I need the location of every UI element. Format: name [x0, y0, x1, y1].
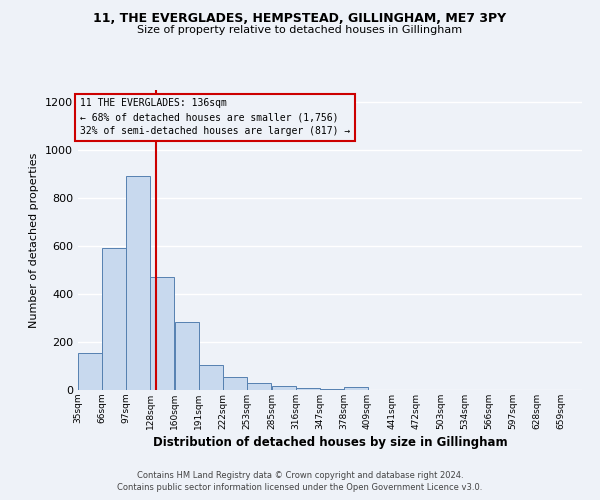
Bar [247, 384, 271, 390]
Bar [150, 277, 174, 390]
Bar [272, 386, 296, 390]
Y-axis label: Number of detached properties: Number of detached properties [29, 152, 40, 328]
Text: Contains public sector information licensed under the Open Government Licence v3: Contains public sector information licen… [118, 484, 482, 492]
Bar [199, 365, 223, 390]
Bar [296, 388, 320, 390]
Bar [344, 387, 368, 390]
Text: 11, THE EVERGLADES, HEMPSTEAD, GILLINGHAM, ME7 3PY: 11, THE EVERGLADES, HEMPSTEAD, GILLINGHA… [94, 12, 506, 26]
Bar [320, 389, 344, 390]
Bar [126, 176, 150, 390]
Text: Distribution of detached houses by size in Gillingham: Distribution of detached houses by size … [152, 436, 508, 449]
Text: Contains HM Land Registry data © Crown copyright and database right 2024.: Contains HM Land Registry data © Crown c… [137, 471, 463, 480]
Bar [175, 322, 199, 390]
Bar [78, 353, 102, 390]
Bar [223, 377, 247, 390]
Bar [102, 248, 126, 390]
Text: 11 THE EVERGLADES: 136sqm
← 68% of detached houses are smaller (1,756)
32% of se: 11 THE EVERGLADES: 136sqm ← 68% of detac… [80, 98, 350, 136]
Text: Size of property relative to detached houses in Gillingham: Size of property relative to detached ho… [137, 25, 463, 35]
